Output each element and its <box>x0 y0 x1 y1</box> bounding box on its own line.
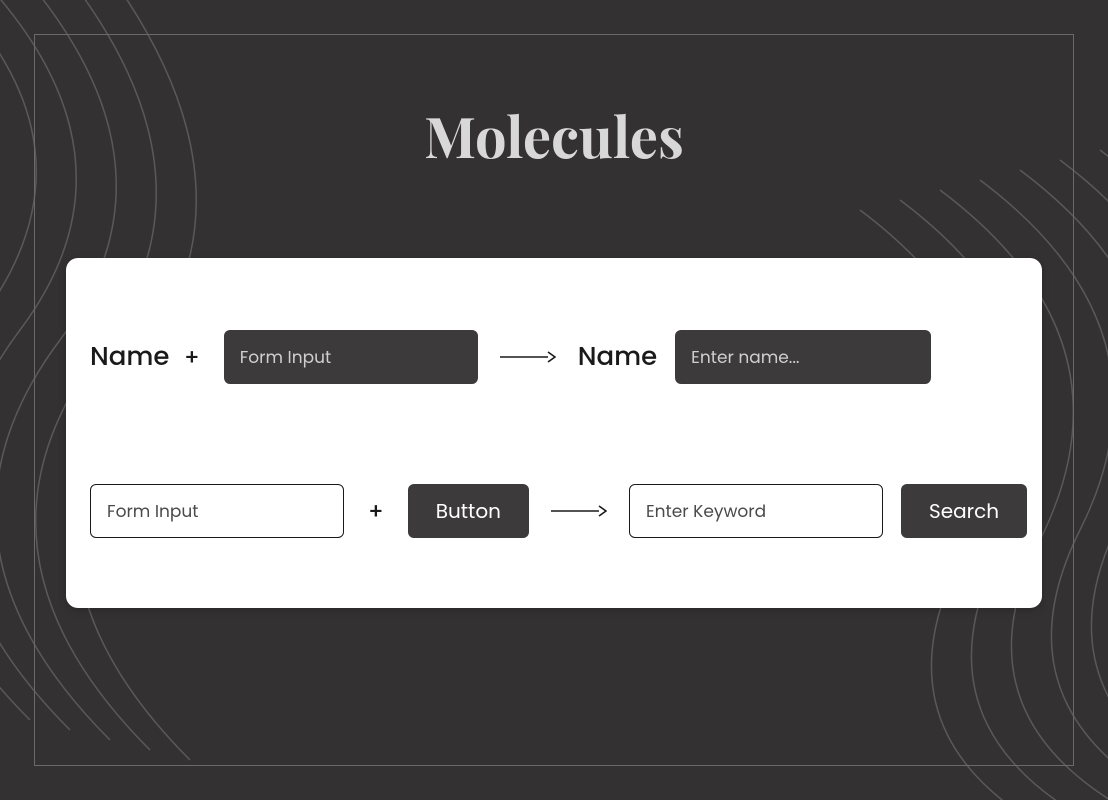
molecule-name-input[interactable] <box>675 330 931 384</box>
plus-icon: + <box>178 341 206 374</box>
page-title: Molecules <box>0 98 1108 173</box>
arrow-icon <box>496 349 560 365</box>
molecule-label-name: Name <box>578 338 657 377</box>
atom-label-name: Name <box>90 338 160 377</box>
molecule-search-button[interactable]: Search <box>901 484 1027 538</box>
molecule-search-input[interactable] <box>629 484 883 538</box>
examples-card: Name + Name + Button Search <box>66 258 1042 608</box>
molecule-row-labeled-input: Name + Name <box>90 330 1018 384</box>
atom-button[interactable]: Button <box>408 484 529 538</box>
atom-form-input-dark[interactable] <box>224 330 478 384</box>
arrow-icon <box>547 503 611 519</box>
atom-form-input-light[interactable] <box>90 484 344 538</box>
plus-icon: + <box>362 495 390 528</box>
molecule-row-search: + Button Search <box>90 484 1018 538</box>
